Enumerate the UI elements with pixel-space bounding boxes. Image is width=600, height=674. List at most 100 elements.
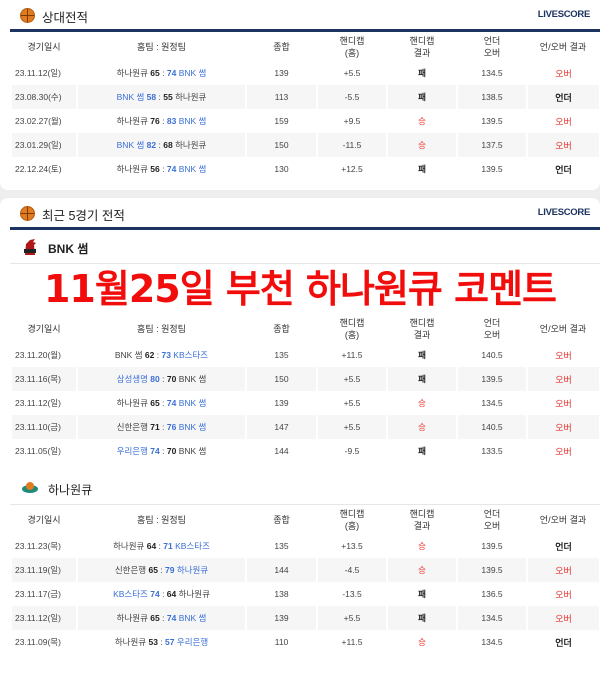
team-header-bnk: BNK 썸 (10, 230, 600, 264)
total-score: 139 (245, 61, 317, 85)
under-over-line: 134.5 (456, 606, 527, 630)
game-date: 23.02.27(월) (10, 109, 77, 133)
column-header: 종합 (273, 323, 290, 334)
under-over-line: 136.5 (456, 582, 527, 606)
handicap: +5.5 (316, 391, 387, 415)
table-row: 23.11.12(일) 하나원큐 65 : 74 BNK 썸 139 +5.5 … (10, 606, 599, 630)
matchup[interactable]: BNK 썸 58 : 55 하나원큐 (76, 85, 246, 109)
matchup[interactable]: 삼성생명 80 : 70 BNK 썸 (76, 367, 246, 391)
total-score: 138 (245, 582, 317, 606)
under-over-result: 언더 (526, 85, 599, 109)
game-date: 23.11.09(목) (10, 630, 77, 654)
under-over-line: 140.5 (456, 415, 527, 439)
handicap-result: 승 (386, 109, 457, 133)
under-over-result: 오버 (526, 133, 599, 157)
handicap-result: 패 (386, 439, 457, 463)
column-header: 핸디캡 결과 (409, 317, 435, 340)
matchup[interactable]: BNK 썸 62 : 73 KB스타즈 (76, 343, 246, 367)
under-over-result: 언더 (526, 630, 599, 654)
matchup[interactable]: KB스타즈 74 : 64 하나원큐 (76, 582, 246, 606)
column-header: 경기일시 (27, 514, 61, 525)
game-date: 23.11.05(일) (10, 439, 77, 463)
table-row: 23.11.09(목) 하나원큐 53 : 57 우리은행 110 +11.5 … (10, 630, 599, 654)
game-date: 23.11.16(목) (10, 367, 77, 391)
matchup[interactable]: 신한은행 71 : 76 BNK 썸 (76, 415, 246, 439)
matchup[interactable]: 하나원큐 65 : 74 BNK 썸 (76, 61, 246, 85)
under-over-line: 140.5 (456, 343, 527, 367)
column-header: 언더 오버 (483, 317, 501, 340)
matchup[interactable]: 하나원큐 53 : 57 우리은행 (76, 630, 246, 654)
column-header: 홈팀 : 원정팀 (137, 323, 186, 334)
overlay-title: 11월25일 부천 하나원큐 코멘트 (43, 267, 557, 311)
under-over-result: 오버 (526, 367, 599, 391)
total-score: 139 (245, 606, 317, 630)
handicap: +5.5 (316, 61, 387, 85)
matchup[interactable]: 우리은행 74 : 70 BNK 썸 (76, 439, 246, 463)
matchup[interactable]: 하나원큐 65 : 74 BNK 썸 (76, 606, 246, 630)
handicap: -13.5 (316, 582, 387, 606)
handicap-result: 승 (386, 415, 457, 439)
under-over-result: 오버 (526, 343, 599, 367)
matchup[interactable]: 하나원큐 65 : 74 BNK 썸 (76, 391, 246, 415)
section-header: 최근 5경기 전적 LIVESCORE (10, 198, 600, 230)
handicap-result: 패 (386, 606, 457, 630)
table-row: 23.11.12(일) 하나원큐 65 : 74 BNK 썸 139 +5.5 … (10, 391, 599, 415)
livescore-link[interactable]: LIVESCORE (537, 207, 591, 218)
column-header: 홈팀 : 원정팀 (137, 41, 186, 52)
matchup[interactable]: BNK 썸 82 : 68 하나원큐 (76, 133, 246, 157)
game-date: 23.11.12(일) (10, 606, 77, 630)
total-score: 147 (245, 415, 317, 439)
total-score: 113 (245, 85, 317, 109)
column-header: 핸디캡 결과 (409, 35, 435, 58)
handicap-result: 패 (386, 343, 457, 367)
under-over-result: 언더 (526, 157, 599, 181)
bnk-recent-table: 경기일시 홈팀 : 원정팀 종합 핸디캡 (홈) 핸디캡 결과 언더 오버 언/오버 결과 23.… (10, 314, 599, 463)
column-header: 언/오버 결과 (539, 41, 587, 52)
total-score: 135 (245, 534, 317, 558)
handicap-result: 패 (386, 61, 457, 85)
matchup[interactable]: 하나원큐 64 : 71 KB스타즈 (76, 534, 246, 558)
section-header: 상대전적 LIVESCORE (10, 0, 600, 32)
team-header-hana: 하나원큐 (10, 471, 600, 505)
matchup[interactable]: 하나원큐 76 : 83 BNK 썸 (76, 109, 246, 133)
total-score: 139 (245, 391, 317, 415)
handicap-result: 패 (386, 85, 457, 109)
total-score: 110 (245, 630, 317, 654)
header-row: 경기일시 홈팀 : 원정팀 종합 핸디캡 (홈) 핸디캡 결과 언더 오버 언/오버 결과 (11, 32, 599, 61)
under-over-line: 133.5 (456, 439, 527, 463)
game-date: 22.12.24(토) (10, 157, 77, 181)
under-over-line: 138.5 (456, 85, 527, 109)
column-header: 핸디캡 (홈) (339, 317, 365, 340)
column-header: 언더 오버 (483, 35, 501, 58)
under-over-result: 오버 (526, 439, 599, 463)
column-header: 경기일시 (27, 323, 61, 334)
header-row: 경기일시 홈팀 : 원정팀 종합 핸디캡 (홈) 핸디캡 결과 언더 오버 언/오버 결과 (11, 314, 599, 343)
column-header: 종합 (273, 41, 290, 52)
matchup[interactable]: 신한은행 65 : 79 하나원큐 (76, 558, 246, 582)
basketball-icon (20, 8, 35, 23)
livescore-link[interactable]: LIVESCORE (537, 9, 591, 20)
game-date: 23.11.17(금) (10, 582, 77, 606)
hana-recent-table: 경기일시 홈팀 : 원정팀 종합 핸디캡 (홈) 핸디캡 결과 언더 오버 언/오버 결과 23.… (10, 505, 599, 654)
handicap-result: 승 (386, 630, 457, 654)
game-date: 23.11.20(월) (10, 343, 77, 367)
column-header: 언/오버 결과 (539, 323, 587, 334)
head-to-head-card: 상대전적 LIVESCORE 경기일시 홈팀 : 원정팀 종합 핸디캡 (홈) 핸디캡 결과… (0, 0, 600, 190)
section-title: 최근 5경기 전적 (42, 209, 125, 223)
handicap: +13.5 (316, 534, 387, 558)
under-over-line: 139.5 (456, 109, 527, 133)
under-over-result: 오버 (526, 391, 599, 415)
under-over-result: 오버 (526, 109, 599, 133)
table-row: 23.11.16(목) 삼성생명 80 : 70 BNK 썸 150 +5.5 … (10, 367, 599, 391)
handicap-result: 승 (386, 391, 457, 415)
handicap: +11.5 (316, 343, 387, 367)
handicap: -11.5 (316, 133, 387, 157)
matchup[interactable]: 하나원큐 56 : 74 BNK 썸 (76, 157, 246, 181)
section-title: 상대전적 (42, 11, 89, 25)
handicap: +11.5 (316, 630, 387, 654)
recent-games-card: 최근 5경기 전적 LIVESCORE BNK 썸 11월25일 부천 하나원큐… (0, 198, 600, 674)
game-date: 23.01.29(일) (10, 133, 77, 157)
under-over-result: 오버 (526, 606, 599, 630)
total-score: 144 (245, 439, 317, 463)
game-date: 23.11.12(일) (10, 391, 77, 415)
